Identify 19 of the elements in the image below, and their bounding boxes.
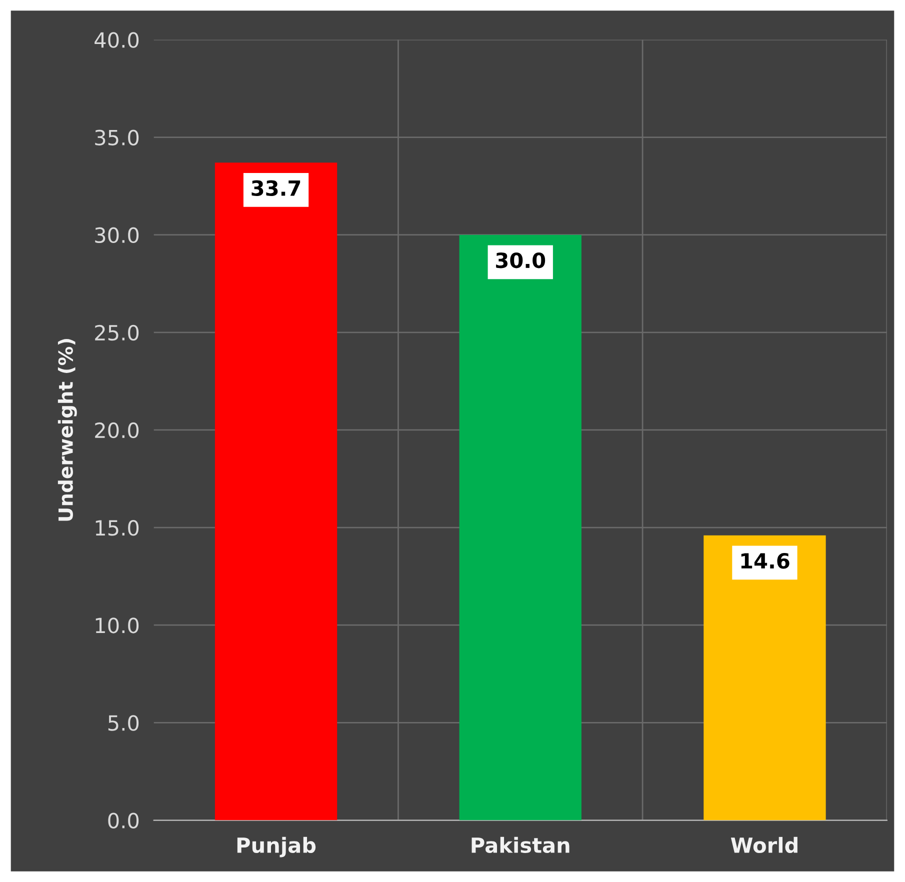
x-tick-label: World (730, 836, 798, 854)
x-tick-label: Punjab (237, 836, 316, 858)
data-label: 14.6 (741, 552, 790, 569)
y-tick-label: 40.0 (94, 32, 139, 48)
y-tick-label: 10.0 (96, 618, 139, 634)
y-tick-label: 0.0 (108, 812, 139, 828)
y-tick-label: 15.0 (96, 520, 139, 536)
y-tick-label: 30.0 (95, 227, 139, 244)
data-label: 33.7 (252, 180, 300, 196)
y-tick-label: 5.0 (108, 715, 139, 731)
bar (704, 535, 826, 820)
data-label: 30.0 (496, 252, 546, 268)
bar (214, 162, 338, 820)
y-tick-label: 25.0 (95, 324, 139, 341)
y-axis-title: Underweight (%) (58, 339, 77, 521)
bar (459, 234, 582, 820)
y-tick-label: 20.0 (95, 422, 139, 438)
x-tick-label: Pakistan (472, 836, 570, 854)
y-tick-label: 35.0 (95, 130, 139, 146)
